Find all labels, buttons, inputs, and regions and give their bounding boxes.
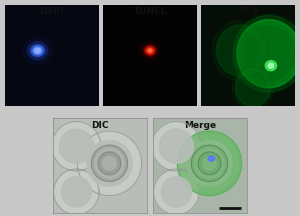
Polygon shape [159, 129, 194, 163]
Polygon shape [231, 14, 300, 94]
Polygon shape [233, 16, 300, 92]
Polygon shape [152, 122, 201, 171]
Polygon shape [177, 131, 242, 196]
Polygon shape [98, 152, 121, 175]
Polygon shape [91, 145, 128, 182]
Polygon shape [191, 145, 228, 182]
Polygon shape [77, 131, 142, 196]
Ellipse shape [145, 46, 155, 55]
Polygon shape [243, 26, 295, 81]
Polygon shape [202, 157, 216, 170]
Text: DAPI: DAPI [40, 7, 64, 16]
Ellipse shape [142, 44, 158, 57]
Polygon shape [237, 19, 300, 88]
Polygon shape [187, 141, 232, 186]
Ellipse shape [208, 156, 215, 161]
Ellipse shape [27, 41, 48, 60]
Text: TUNEL: TUNEL [134, 7, 166, 16]
Text: PF4: PF4 [238, 7, 258, 16]
Ellipse shape [35, 48, 41, 53]
Polygon shape [177, 131, 242, 196]
Polygon shape [235, 69, 271, 106]
Polygon shape [198, 152, 221, 175]
Ellipse shape [268, 63, 274, 68]
Polygon shape [232, 66, 274, 110]
Polygon shape [54, 169, 99, 215]
Text: DIC: DIC [91, 121, 109, 130]
Polygon shape [161, 177, 191, 207]
Polygon shape [237, 20, 300, 87]
Ellipse shape [148, 49, 152, 52]
Polygon shape [87, 141, 132, 186]
Polygon shape [103, 157, 116, 170]
Polygon shape [212, 21, 269, 81]
Polygon shape [59, 129, 93, 163]
Polygon shape [179, 133, 240, 194]
Ellipse shape [22, 38, 53, 64]
Polygon shape [95, 149, 124, 178]
Ellipse shape [31, 44, 45, 57]
Polygon shape [61, 177, 92, 207]
Polygon shape [154, 169, 199, 215]
Polygon shape [239, 73, 266, 102]
Polygon shape [195, 149, 224, 178]
Polygon shape [52, 122, 101, 171]
Polygon shape [222, 31, 259, 70]
Ellipse shape [139, 41, 161, 61]
Polygon shape [217, 25, 265, 76]
Ellipse shape [265, 61, 277, 71]
Ellipse shape [33, 47, 42, 55]
Ellipse shape [147, 48, 153, 53]
Text: Merge: Merge [184, 121, 216, 130]
